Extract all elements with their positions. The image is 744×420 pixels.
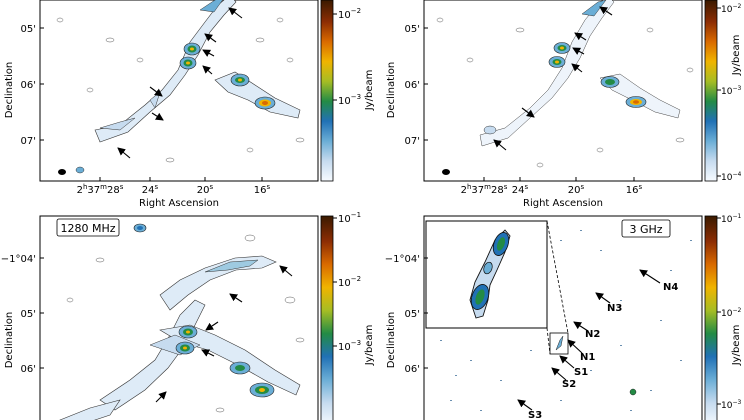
x-tick-marks <box>483 177 635 181</box>
colorbar-ticks <box>333 217 337 347</box>
y-tick-label: 06' <box>21 364 36 375</box>
y-axis-label: Declination <box>386 62 397 119</box>
colorbar <box>704 215 718 420</box>
y-axis-label: Declination <box>4 62 15 119</box>
y-tick-marks <box>424 257 428 369</box>
y-tick-label: 05' <box>405 24 420 35</box>
colorbar-tick-label: 10−1 <box>338 211 361 225</box>
y-axis-label: Declination <box>4 312 15 369</box>
y-tick-marks <box>424 27 428 141</box>
panel-bottom-right: N4 N3 N2 N1 S1 S2 S3 3 GHz −1°04' 05' 06… <box>385 213 742 420</box>
source-label-n1: N1 <box>580 352 595 363</box>
beam-ellipse <box>58 169 66 175</box>
colorbar-ticks <box>717 217 721 405</box>
x-axis-label: Right Ascension <box>523 198 603 209</box>
colorbar-label: Jy/beam <box>364 325 375 367</box>
source-label-s2: S2 <box>562 379 576 390</box>
panel-top-left: 05' 06' 07' Declination 2h37m28s 24s 20s… <box>4 0 375 209</box>
plot-frame <box>423 0 703 182</box>
y-tick-marks <box>40 27 44 141</box>
panel-top-right: 05' 06' 07' Declination 2h37m28s 24s 20s… <box>386 0 742 209</box>
colorbar-tick-label: 10−3 <box>338 339 361 353</box>
arrow-annotations <box>117 7 243 159</box>
x-tick-label: 20s <box>568 183 585 196</box>
y-tick-label: 06' <box>405 364 420 375</box>
colorbar-tick-label: 10−2 <box>338 275 361 289</box>
arrow-annotations <box>155 265 293 403</box>
source-label-n3: N3 <box>607 303 622 314</box>
y-tick-label: 07' <box>21 136 36 147</box>
colorbar-ticks <box>717 7 721 177</box>
x-tick-label: 24s <box>142 183 159 196</box>
source-label-s1: S1 <box>574 367 588 378</box>
colorbar-tick-label: 10−2 <box>338 7 361 21</box>
colorbar-tick-label: 10−2 <box>721 307 741 319</box>
plot-frame <box>39 0 319 182</box>
colorbar-tick-label: 10−3 <box>721 85 741 97</box>
x-tick-label: 2h37m28s <box>77 183 124 196</box>
source-label-s3: S3 <box>528 410 542 420</box>
x-tick-label: 16s <box>254 183 271 196</box>
y-tick-label: 06' <box>405 80 420 91</box>
frequency-label-box <box>621 219 671 238</box>
x-axis-label: Right Ascension <box>139 198 219 209</box>
arrow-annotations <box>493 6 613 151</box>
y-tick-label: 05' <box>405 309 420 320</box>
y-tick-label: 06' <box>21 80 36 91</box>
colorbar-label: Jy/beam <box>364 70 375 112</box>
y-tick-label: −1°04' <box>385 254 420 265</box>
source-label-n2: N2 <box>585 329 600 340</box>
y-tick-marks <box>40 257 44 369</box>
radio-image <box>425 220 692 411</box>
colorbar-tick-label: 10−3 <box>338 93 361 107</box>
beam-ellipse <box>442 169 450 175</box>
x-tick-label: 20s <box>197 183 214 196</box>
y-axis-label: Declination <box>386 312 397 369</box>
y-tick-label: 05' <box>21 24 36 35</box>
x-tick-label: 2h37m28s <box>461 183 508 196</box>
frequency-label: 3 GHz <box>629 223 662 236</box>
colorbar-tick-label: 10−3 <box>721 399 741 411</box>
panel-bottom-left: 1280 MHz −1°04' 05' 06' Declination 10−1… <box>1 211 375 420</box>
arrow-annotations <box>517 269 661 411</box>
colorbar-label: Jy/beam <box>731 35 742 77</box>
colorbar-tick-label: 10−4 <box>721 171 741 183</box>
colorbar-tick-label: 10−2 <box>721 3 741 15</box>
colorbar-label: Jy/beam <box>731 325 742 367</box>
x-tick-marks <box>99 177 263 181</box>
x-tick-label: 16s <box>626 183 643 196</box>
colorbar-tick-label: 10−1 <box>721 213 741 225</box>
source-label-n4: N4 <box>663 282 678 293</box>
colorbar <box>704 0 718 182</box>
y-tick-label: −1°04' <box>1 254 36 265</box>
radio-image <box>56 0 305 175</box>
radio-image <box>59 223 305 420</box>
colorbar <box>320 215 334 420</box>
colorbar <box>320 0 334 182</box>
y-tick-label: 07' <box>405 136 420 147</box>
frequency-label: 1280 MHz <box>60 222 115 235</box>
frequency-label-box <box>56 218 120 237</box>
x-tick-label: 24s <box>512 183 529 196</box>
colorbar-ticks <box>333 13 337 101</box>
y-tick-label: 05' <box>21 309 36 320</box>
